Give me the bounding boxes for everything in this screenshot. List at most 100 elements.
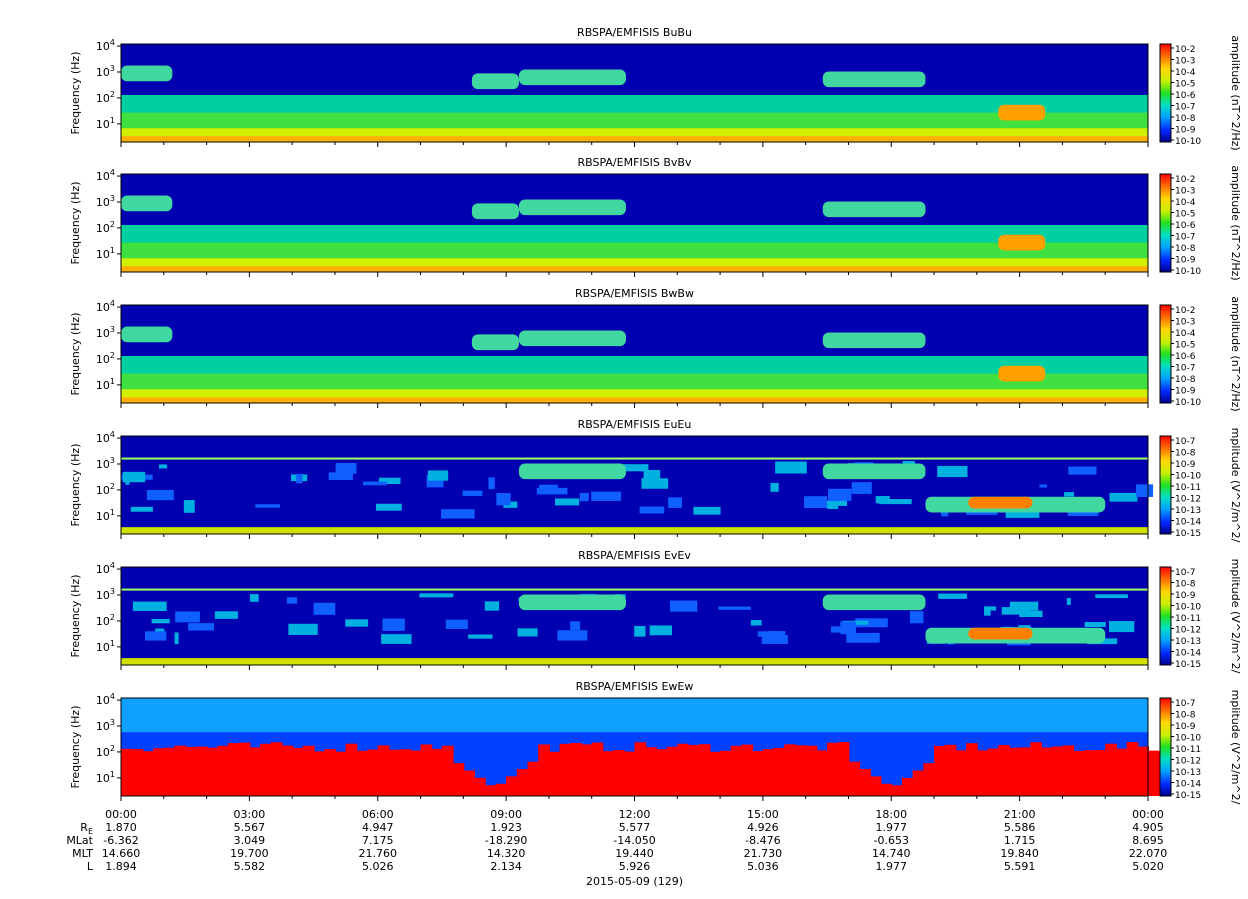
- emission-patch: [822, 463, 926, 480]
- y-tick-label: 102: [96, 613, 115, 628]
- intense-column: [121, 748, 133, 796]
- noise-patch: [668, 497, 682, 508]
- intense-column: [720, 750, 732, 796]
- noise-patch: [328, 472, 353, 480]
- spectrogram-bands: [121, 195, 1148, 272]
- plot-area: [121, 567, 1148, 665]
- x-tick-label: 18:00: [875, 808, 907, 821]
- colorbar-tick-label: 10-9: [1175, 387, 1196, 397]
- intense-column: [1126, 742, 1139, 796]
- colorbar-tick-label: 10-14: [1175, 649, 1201, 659]
- noise-patch: [517, 628, 538, 637]
- emission-patch: [968, 627, 1033, 640]
- colorbar-tick-label: 10-11: [1175, 745, 1201, 755]
- colorbar-label: mplitude (V^2/m^2/: [1229, 559, 1242, 674]
- noise-patch: [639, 506, 665, 514]
- colorbar-tick-label: 10-3: [1175, 318, 1195, 328]
- panel-title: RBSPA/EMFISIS EvEv: [578, 549, 691, 562]
- noise-patch: [188, 623, 214, 631]
- panel-title: RBSPA/EMFISIS BwBw: [575, 287, 694, 300]
- colorbar-tick-label: 10-14: [1175, 780, 1201, 790]
- noise-patch: [255, 504, 280, 508]
- spectrogram-panel: RBSPA/EMFISIS BvBv 104 103 102 101 Frequency …: [69, 156, 1242, 281]
- intense-column: [516, 769, 529, 796]
- ephemeris-value: 4.905: [1132, 821, 1164, 834]
- colorbar-tick-label: 10-14: [1175, 518, 1201, 528]
- colorbar-tick-label: 10-10: [1175, 267, 1201, 277]
- noise-patch: [125, 480, 130, 485]
- y-tick-label: 103: [96, 456, 115, 471]
- noise-patch: [375, 503, 402, 511]
- intense-column: [367, 749, 379, 796]
- ephemeris-value: 19.440: [615, 847, 654, 860]
- intense-column: [463, 770, 476, 796]
- colorbar-tick-label: 10-4: [1175, 329, 1196, 339]
- y-tick-label: 104: [96, 561, 115, 576]
- intense-column: [1008, 747, 1021, 796]
- intense-column: [752, 751, 764, 796]
- colorbar-tick-label: 10-12: [1175, 626, 1201, 636]
- noise-patch: [770, 482, 779, 492]
- intense-column: [441, 745, 454, 796]
- noise-patch: [335, 463, 357, 474]
- ephemeris-value: 5.582: [234, 860, 266, 873]
- ephemeris-value: 2.134: [490, 860, 522, 873]
- noise-patch: [579, 492, 589, 502]
- noise-patch: [445, 619, 468, 629]
- noise-patch: [214, 611, 238, 619]
- intense-column: [377, 745, 390, 796]
- intense-column: [131, 749, 144, 796]
- ephemeris-value: 5.586: [1004, 821, 1036, 834]
- emission-patch: [998, 234, 1046, 251]
- intense-column: [666, 746, 679, 796]
- colorbar-tick-label: 10-8: [1175, 449, 1196, 459]
- colorbar: [1159, 435, 1172, 535]
- x-tick-label: 06:00: [362, 808, 394, 821]
- colorbar-tick-label: 10-15: [1175, 529, 1201, 539]
- noise-patch: [718, 606, 751, 610]
- colorbar: [1159, 566, 1172, 666]
- intense-column: [987, 748, 1000, 796]
- intense-column: [784, 744, 796, 796]
- emission-patch: [121, 195, 173, 212]
- noise-patch: [1095, 594, 1128, 599]
- colorbar-tick-label: 10-10: [1175, 137, 1201, 147]
- noise-patch: [146, 489, 174, 501]
- y-tick-label: 103: [96, 325, 115, 340]
- colorbar: [1159, 304, 1172, 404]
- colorbar-tick-label: 10-5: [1175, 341, 1195, 351]
- intense-column: [153, 748, 165, 796]
- intense-column: [388, 749, 401, 796]
- ephemeris-value: 21.760: [359, 847, 398, 860]
- ephemeris-value: 5.567: [234, 821, 266, 834]
- y-tick-label: 104: [96, 38, 115, 53]
- noise-patch: [851, 482, 872, 494]
- spectrogram-panel: RBSPA/EMFISIS BwBw 104 103 102 101 Frequency …: [69, 287, 1242, 412]
- x-tick-label: 09:00: [490, 808, 522, 821]
- colorbar-tick-label: 10-10: [1175, 734, 1201, 744]
- noise-patch: [538, 484, 558, 494]
- intense-column: [527, 761, 540, 796]
- intense-column: [859, 769, 871, 796]
- emission-patch: [471, 334, 519, 351]
- ephemeris-row-label: MLat: [66, 834, 93, 847]
- noise-patch: [159, 464, 168, 469]
- noise-patch: [984, 606, 991, 616]
- spectrogram-panel: RBSPA/EMFISIS EuEu 104 103 102 101 Frequency …: [69, 418, 1242, 543]
- intense-column: [195, 746, 208, 796]
- colorbar-tick-label: 10-5: [1175, 80, 1195, 90]
- intense-column: [206, 747, 219, 796]
- intense-column: [420, 744, 433, 796]
- intense-column: [1041, 747, 1053, 796]
- y-axis-label: Frequency (Hz): [69, 182, 82, 265]
- ephemeris-value: 4.947: [362, 821, 394, 834]
- panel-title: RBSPA/EMFISIS EuEu: [578, 418, 692, 431]
- colorbar-tick-label: 10-2: [1175, 306, 1195, 316]
- y-tick-label: 101: [96, 116, 115, 131]
- intense-column: [602, 751, 615, 796]
- noise-patch: [378, 477, 401, 484]
- colorbar-tick-label: 10-7: [1175, 103, 1195, 113]
- colorbar-tick-label: 10-2: [1175, 175, 1195, 185]
- x-tick-label: 12:00: [619, 808, 651, 821]
